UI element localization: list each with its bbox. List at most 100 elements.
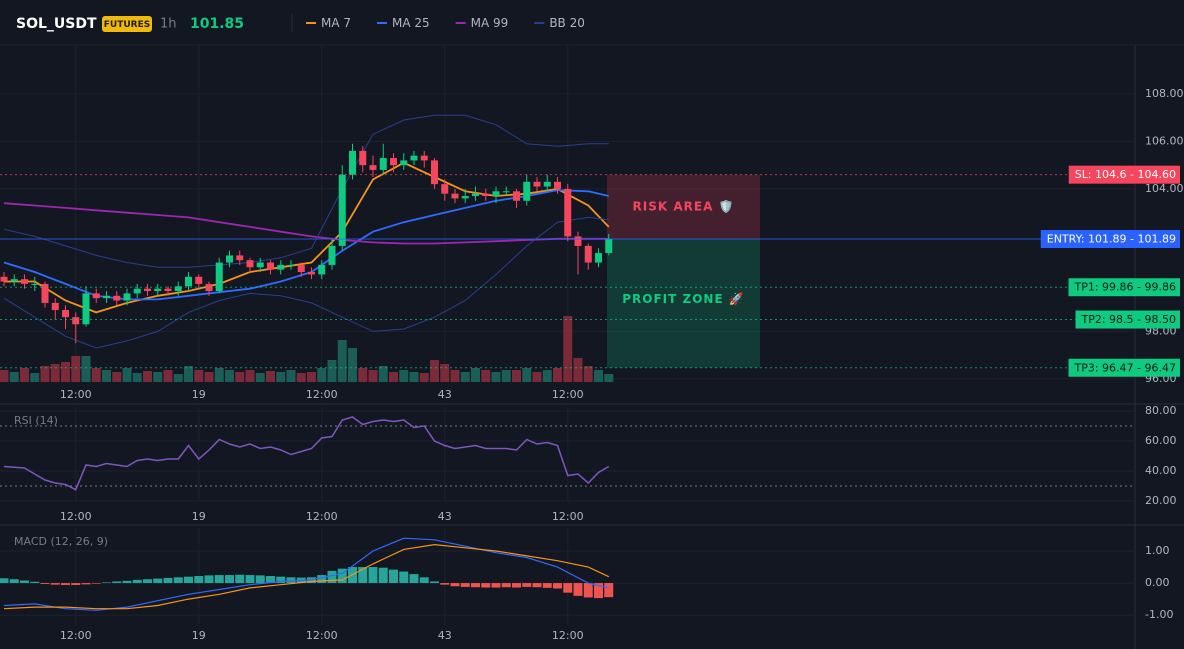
- candle-body: [359, 150, 367, 166]
- candle-body: [543, 181, 551, 187]
- volume-bar: [245, 370, 255, 382]
- volume-bar: [214, 368, 224, 382]
- x-tick-label: 12:00: [552, 629, 584, 642]
- volume-bar: [573, 358, 583, 382]
- histogram-bar: [286, 577, 296, 584]
- volume-bar: [409, 372, 419, 382]
- y-tick-label: 80.00: [1145, 404, 1177, 417]
- histogram-bar: [481, 583, 491, 588]
- volume-bar: [491, 372, 501, 382]
- candle-body: [102, 295, 110, 299]
- volume-bar: [389, 372, 399, 382]
- volume-bar: [71, 356, 81, 382]
- histogram-bar: [471, 583, 481, 588]
- x-tick-label: 43: [438, 388, 452, 401]
- candle-body: [31, 283, 39, 285]
- volume-bar: [481, 370, 491, 382]
- histogram-bar: [142, 579, 152, 584]
- candle-body: [164, 288, 172, 292]
- candle-body: [379, 158, 387, 170]
- volume-bar: [296, 373, 306, 382]
- volume-bar: [307, 372, 317, 382]
- histogram-bar: [204, 575, 214, 584]
- volume-bar: [255, 373, 265, 382]
- y-tick-label: 1.00: [1145, 544, 1170, 557]
- candle-body: [246, 260, 254, 268]
- histogram-bar: [563, 583, 573, 593]
- volume-bar: [0, 370, 9, 382]
- histogram-bar: [419, 577, 429, 584]
- candle-body: [328, 245, 336, 265]
- legend-label: MA 99: [471, 16, 509, 30]
- zone: [607, 239, 760, 368]
- histogram-bar: [81, 583, 91, 585]
- volume-bar: [419, 373, 429, 382]
- volume-bar: [286, 370, 296, 382]
- ma-line: [3, 114, 609, 268]
- volume-bar: [327, 360, 337, 382]
- histogram-bar: [50, 583, 60, 585]
- histogram-bar: [0, 578, 9, 584]
- volume-bar: [522, 368, 532, 382]
- histogram-bar: [440, 583, 450, 585]
- x-tick-label: 19: [192, 629, 206, 642]
- volume-bar: [60, 362, 70, 382]
- histogram-bar: [553, 583, 563, 589]
- candle-body: [482, 193, 490, 197]
- badge: FUTURES: [104, 20, 150, 30]
- histogram-bar: [225, 575, 235, 584]
- candle-body: [133, 288, 141, 294]
- volume-bar: [112, 372, 122, 382]
- candle-body: [72, 317, 80, 325]
- histogram-bar: [501, 583, 511, 588]
- candle-body: [297, 264, 305, 273]
- histogram-bar: [604, 583, 614, 598]
- candle-body: [0, 276, 8, 282]
- y-tick-label: 104.00: [1145, 182, 1184, 195]
- y-tick-label: 108.00: [1145, 87, 1184, 100]
- volume-bar: [512, 370, 522, 382]
- candle-body: [349, 150, 357, 175]
- x-tick-label: 12:00: [306, 388, 338, 401]
- histogram-bar: [19, 580, 29, 584]
- histogram-bar: [245, 575, 255, 584]
- macd-line: [3, 543, 610, 610]
- candle-body: [236, 255, 244, 261]
- volume-bar: [430, 360, 440, 382]
- level-label: SL: 104.6 - 104.60: [1075, 168, 1176, 181]
- candle-body: [174, 286, 182, 292]
- legend-label: BB 20: [549, 16, 585, 30]
- histogram-bar: [583, 583, 593, 598]
- candle-body: [267, 262, 275, 270]
- histogram-bar: [409, 574, 419, 584]
- volume-bar: [399, 370, 409, 382]
- volume-bar: [542, 370, 552, 382]
- candle-body: [513, 191, 521, 201]
- candle-body: [369, 165, 377, 170]
- histogram-bar: [30, 581, 40, 584]
- level-label-bg: [1040, 230, 1180, 249]
- x-tick-label: 43: [438, 510, 452, 523]
- candle-body: [584, 245, 592, 263]
- candle-body: [605, 238, 613, 254]
- histogram-bar: [112, 581, 122, 584]
- volume-bar: [30, 373, 40, 382]
- band-line: [3, 216, 609, 349]
- y-tick-label: 0.00: [1145, 576, 1170, 589]
- volume-bar: [194, 370, 204, 382]
- volume-bar: [594, 370, 604, 382]
- candle-body: [143, 288, 151, 292]
- histogram-bar: [266, 576, 276, 584]
- candle-body: [533, 181, 541, 187]
- volume-bar: [532, 372, 542, 382]
- level-label: TP1: 99.86 - 99.86: [1074, 281, 1177, 294]
- volume-bar: [225, 370, 235, 382]
- level-label-bg: [1068, 165, 1180, 184]
- volume-bar: [266, 371, 276, 382]
- histogram-bar: [9, 579, 19, 584]
- candle-body: [554, 181, 562, 189]
- symbol: SOL_USDT: [16, 16, 97, 32]
- level-label: ENTRY: 101.89 - 101.89: [1047, 233, 1176, 246]
- volume-bar: [163, 370, 173, 382]
